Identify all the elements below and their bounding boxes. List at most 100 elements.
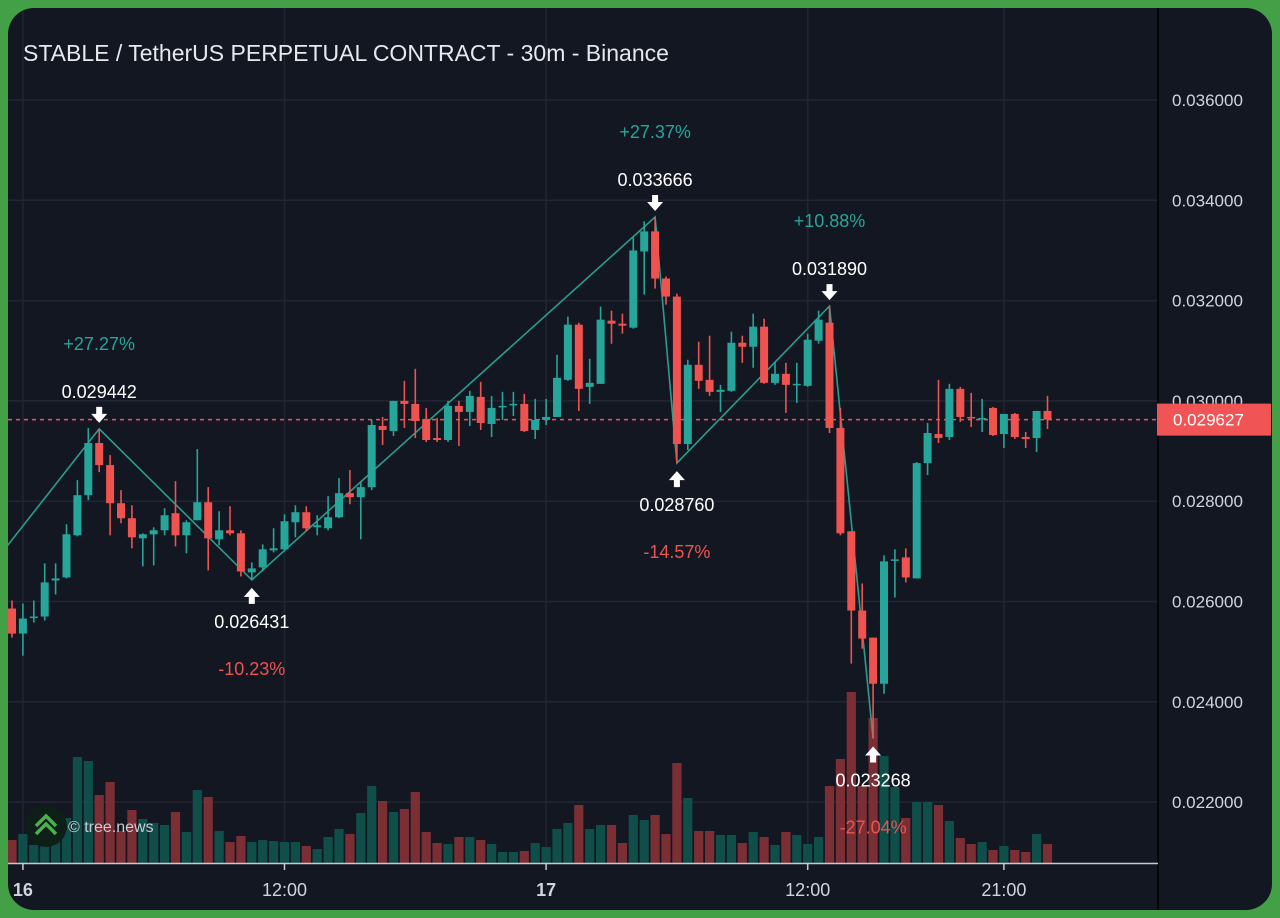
candle-body xyxy=(117,503,125,519)
volume-bar xyxy=(955,838,965,863)
volume-bar xyxy=(138,819,148,863)
candle-body xyxy=(662,278,670,297)
candle-body xyxy=(73,495,82,536)
volume-bar xyxy=(476,840,486,863)
candle-body xyxy=(193,502,202,521)
candle-body xyxy=(280,521,289,550)
candle-body xyxy=(84,443,93,496)
volume-bar xyxy=(824,786,835,863)
pivot-price-label: 0.028760 xyxy=(639,495,714,515)
volume-bar xyxy=(8,840,17,863)
volume-bar xyxy=(214,831,224,863)
volume-bar xyxy=(606,825,617,863)
volume-bars xyxy=(8,692,1053,863)
candle-body xyxy=(1010,413,1019,438)
time-tick-label: 16 xyxy=(13,880,33,900)
volume-bar xyxy=(923,802,933,863)
volume-bar xyxy=(966,844,976,863)
time-axis[interactable]: 16 12:00 17 12:00 21:00 xyxy=(13,863,1027,900)
candle-body xyxy=(607,320,616,324)
candle-body xyxy=(454,405,463,412)
candle-body xyxy=(8,608,16,634)
arrow-up-icon xyxy=(865,746,882,763)
candle-body xyxy=(956,388,965,417)
volume-bar xyxy=(192,790,202,863)
volume-bar xyxy=(160,825,170,863)
volume-bar xyxy=(323,837,333,863)
volume-bar xyxy=(279,842,290,863)
grid xyxy=(8,8,1158,863)
volume-bar xyxy=(83,761,93,863)
candle-body xyxy=(738,342,747,347)
pivot-change-label: +27.37% xyxy=(619,122,691,142)
volume-bar xyxy=(443,844,453,863)
candle-body xyxy=(247,568,256,573)
zigzag-line xyxy=(8,215,874,739)
candle-body xyxy=(236,533,245,572)
candle-body xyxy=(433,438,442,441)
candle-body xyxy=(531,419,540,430)
candle-body xyxy=(1043,410,1052,420)
volume-bar xyxy=(29,845,39,863)
volume-bar xyxy=(18,834,28,863)
volume-bar xyxy=(487,844,497,863)
volume-bar xyxy=(835,759,845,863)
volume-bar xyxy=(814,837,824,863)
candle-body xyxy=(62,534,71,578)
volume-bar xyxy=(944,821,954,863)
candle-body xyxy=(694,364,703,381)
candle-body xyxy=(182,522,191,536)
candle-body xyxy=(95,443,104,466)
volume-bar xyxy=(933,805,944,863)
candle-body xyxy=(792,383,801,386)
pivot-annotations: 0.029442 +27.27% 0.026431 -10.23% 0.033666 +2… xyxy=(62,122,911,837)
candle-body xyxy=(999,413,1008,434)
candle-body xyxy=(858,610,867,639)
volume-bar xyxy=(694,831,704,863)
volume-bar xyxy=(269,841,279,863)
current-price-label: 0.029627 xyxy=(1173,411,1244,430)
volume-bar xyxy=(977,842,987,863)
candle-body xyxy=(1032,410,1041,439)
volume-bar xyxy=(770,845,780,863)
volume-bar xyxy=(1010,850,1020,863)
volume-bar xyxy=(378,801,388,863)
candle-body xyxy=(629,250,638,328)
pivot-change-label: -27.04% xyxy=(840,818,907,838)
price-axis[interactable]: 0.0360000.0340000.0320000.0300000.028000… xyxy=(1172,91,1243,812)
candle-body xyxy=(335,493,343,518)
candle-body xyxy=(345,493,354,498)
chart-panel[interactable] xyxy=(8,8,1272,910)
time-tick-label: 21:00 xyxy=(981,880,1026,900)
volume-bar xyxy=(585,829,595,863)
candle-body xyxy=(901,557,910,578)
volume-bar xyxy=(301,846,311,863)
arrow-down-icon xyxy=(91,406,108,423)
candle-body xyxy=(389,400,398,431)
volume-bar xyxy=(399,809,409,863)
candle-body xyxy=(847,531,856,611)
volume-bar xyxy=(290,842,300,863)
volume-bar xyxy=(890,787,900,863)
volume-bar xyxy=(519,851,529,863)
candle-body xyxy=(487,407,496,424)
candle-body xyxy=(171,513,180,536)
candle-body xyxy=(553,377,561,417)
candle-body xyxy=(411,403,420,421)
volume-bar xyxy=(999,846,1009,863)
volume-bar xyxy=(105,782,115,863)
volume-bar xyxy=(465,837,475,863)
volume-bar xyxy=(1021,852,1031,863)
pivot-change-label: +10.88% xyxy=(794,211,866,231)
volume-bar xyxy=(748,832,758,863)
candle-body xyxy=(651,231,660,279)
volume-bar xyxy=(988,850,998,863)
volume-bar xyxy=(388,812,399,863)
candle-body xyxy=(934,433,943,439)
volume-bar xyxy=(596,825,606,863)
candle-body xyxy=(269,548,278,551)
chevron-up-icon xyxy=(34,813,58,836)
volume-bar xyxy=(639,820,649,863)
volume-bar xyxy=(127,810,137,863)
